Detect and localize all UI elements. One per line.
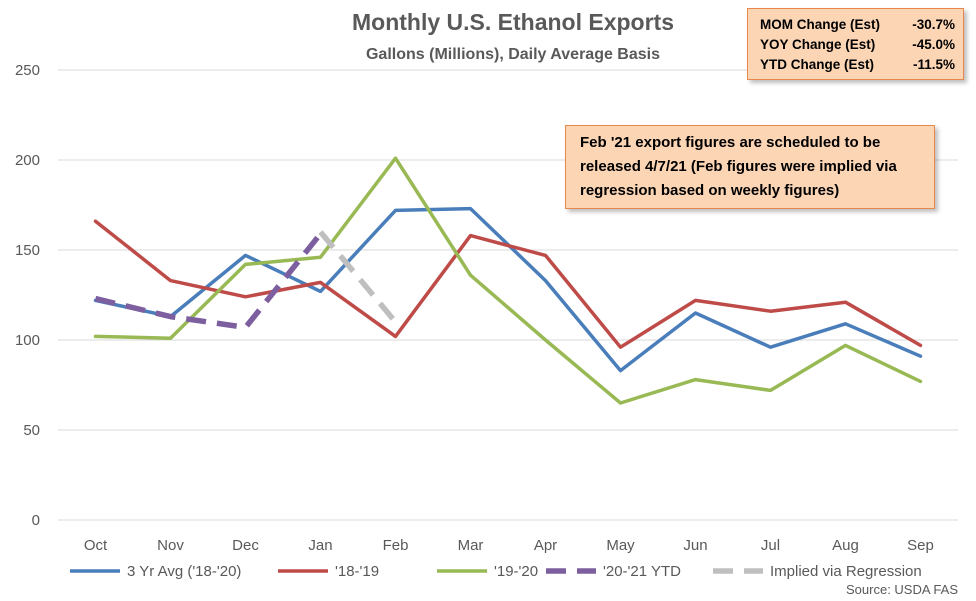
stat-value: -45.0% — [912, 37, 955, 52]
stat-row-yoy: YOY Change (Est) -45.0% — [760, 35, 955, 55]
y-axis: 0 50 100 150 200 250 — [15, 62, 40, 529]
stat-row-ytd: YTD Change (Est) -11.5% — [760, 55, 955, 75]
legend-label: '20-'21 YTD — [603, 563, 681, 580]
x-axis: Oct Nov Dec Jan Feb Mar Apr May Jun Jul Aug Sep — [84, 537, 934, 554]
y-tick-label: 150 — [15, 242, 40, 259]
legend-label: '18-'19 — [335, 563, 379, 580]
x-tick-label: Apr — [534, 537, 557, 554]
x-tick-label: Jun — [683, 537, 707, 554]
x-tick-label: Dec — [232, 537, 259, 554]
x-tick-label: Mar — [458, 537, 484, 554]
series-line — [93, 156, 923, 405]
legend-label: Implied via Regression — [770, 563, 922, 580]
x-tick-label: May — [606, 537, 635, 554]
series-line — [93, 219, 923, 349]
y-tick-label: 100 — [15, 332, 40, 349]
legend: 3 Yr Avg ('18-'20) '18-'19 '19-'20 '20-'21 … — [70, 563, 922, 580]
x-tick-label: Sep — [907, 537, 934, 554]
chart-subtitle: Gallons (Millions), Daily Average Basis — [366, 46, 660, 63]
x-tick-label: Jan — [308, 537, 332, 554]
chart-title: Monthly U.S. Ethanol Exports — [352, 9, 674, 35]
stat-label: YOY Change (Est) — [760, 37, 876, 52]
stat-label: MOM Change (Est) — [760, 17, 880, 32]
x-tick-label: Jul — [761, 537, 780, 554]
series-line — [318, 230, 398, 324]
source-note: Source: USDA FAS — [846, 582, 958, 597]
x-tick-label: Aug — [832, 537, 859, 554]
legend-label: 3 Yr Avg ('18-'20) — [127, 563, 241, 580]
stat-value: -11.5% — [912, 57, 955, 72]
stat-label: YTD Change (Est) — [760, 57, 875, 72]
stat-value: -30.7% — [912, 17, 955, 32]
y-tick-label: 250 — [15, 62, 40, 79]
x-tick-label: Oct — [84, 537, 108, 554]
release-note: Feb '21 export figures are scheduled to … — [565, 125, 935, 209]
stats-box: MOM Change (Est) -30.7% YOY Change (Est)… — [747, 8, 964, 80]
y-tick-label: 50 — [23, 422, 40, 439]
x-tick-label: Feb — [383, 537, 409, 554]
series-line — [94, 232, 323, 331]
legend-label: '19-'20 — [494, 563, 538, 580]
y-tick-label: 0 — [32, 512, 40, 529]
y-tick-label: 200 — [15, 152, 40, 169]
series-lines — [93, 156, 923, 405]
gridlines — [58, 69, 958, 521]
x-tick-label: Nov — [157, 537, 184, 554]
stat-row-mom: MOM Change (Est) -30.7% — [760, 15, 955, 35]
